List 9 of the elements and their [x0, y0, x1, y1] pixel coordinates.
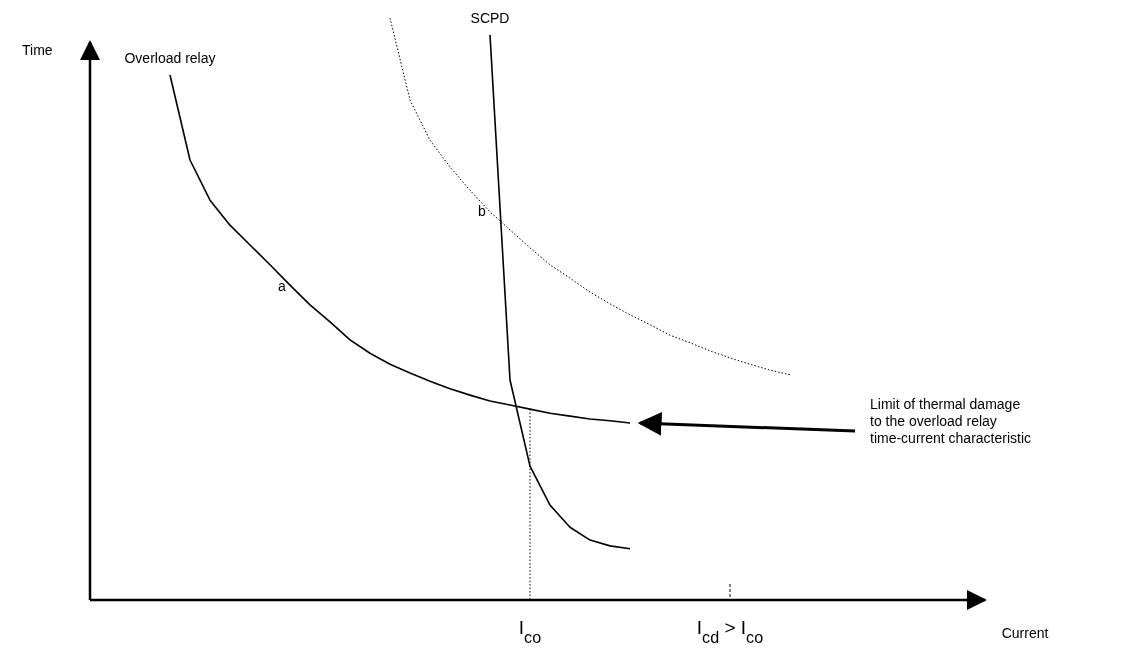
annotation: a — [278, 277, 287, 294]
annotation: b — [478, 202, 487, 219]
series-label: Overload relay — [124, 50, 216, 67]
x-tick-label: I$_{cd}$ > I$_{co}$ — [696, 617, 764, 646]
y-axis-title: Time — [22, 42, 53, 58]
x-tick-label: I$_{co}$ — [518, 617, 542, 646]
x-axis-title: Current — [1001, 625, 1049, 641]
annotation: Limit of thermal damage to the overload relay time-current characteristic — [870, 396, 1032, 447]
series-label: SCPD — [470, 9, 510, 26]
